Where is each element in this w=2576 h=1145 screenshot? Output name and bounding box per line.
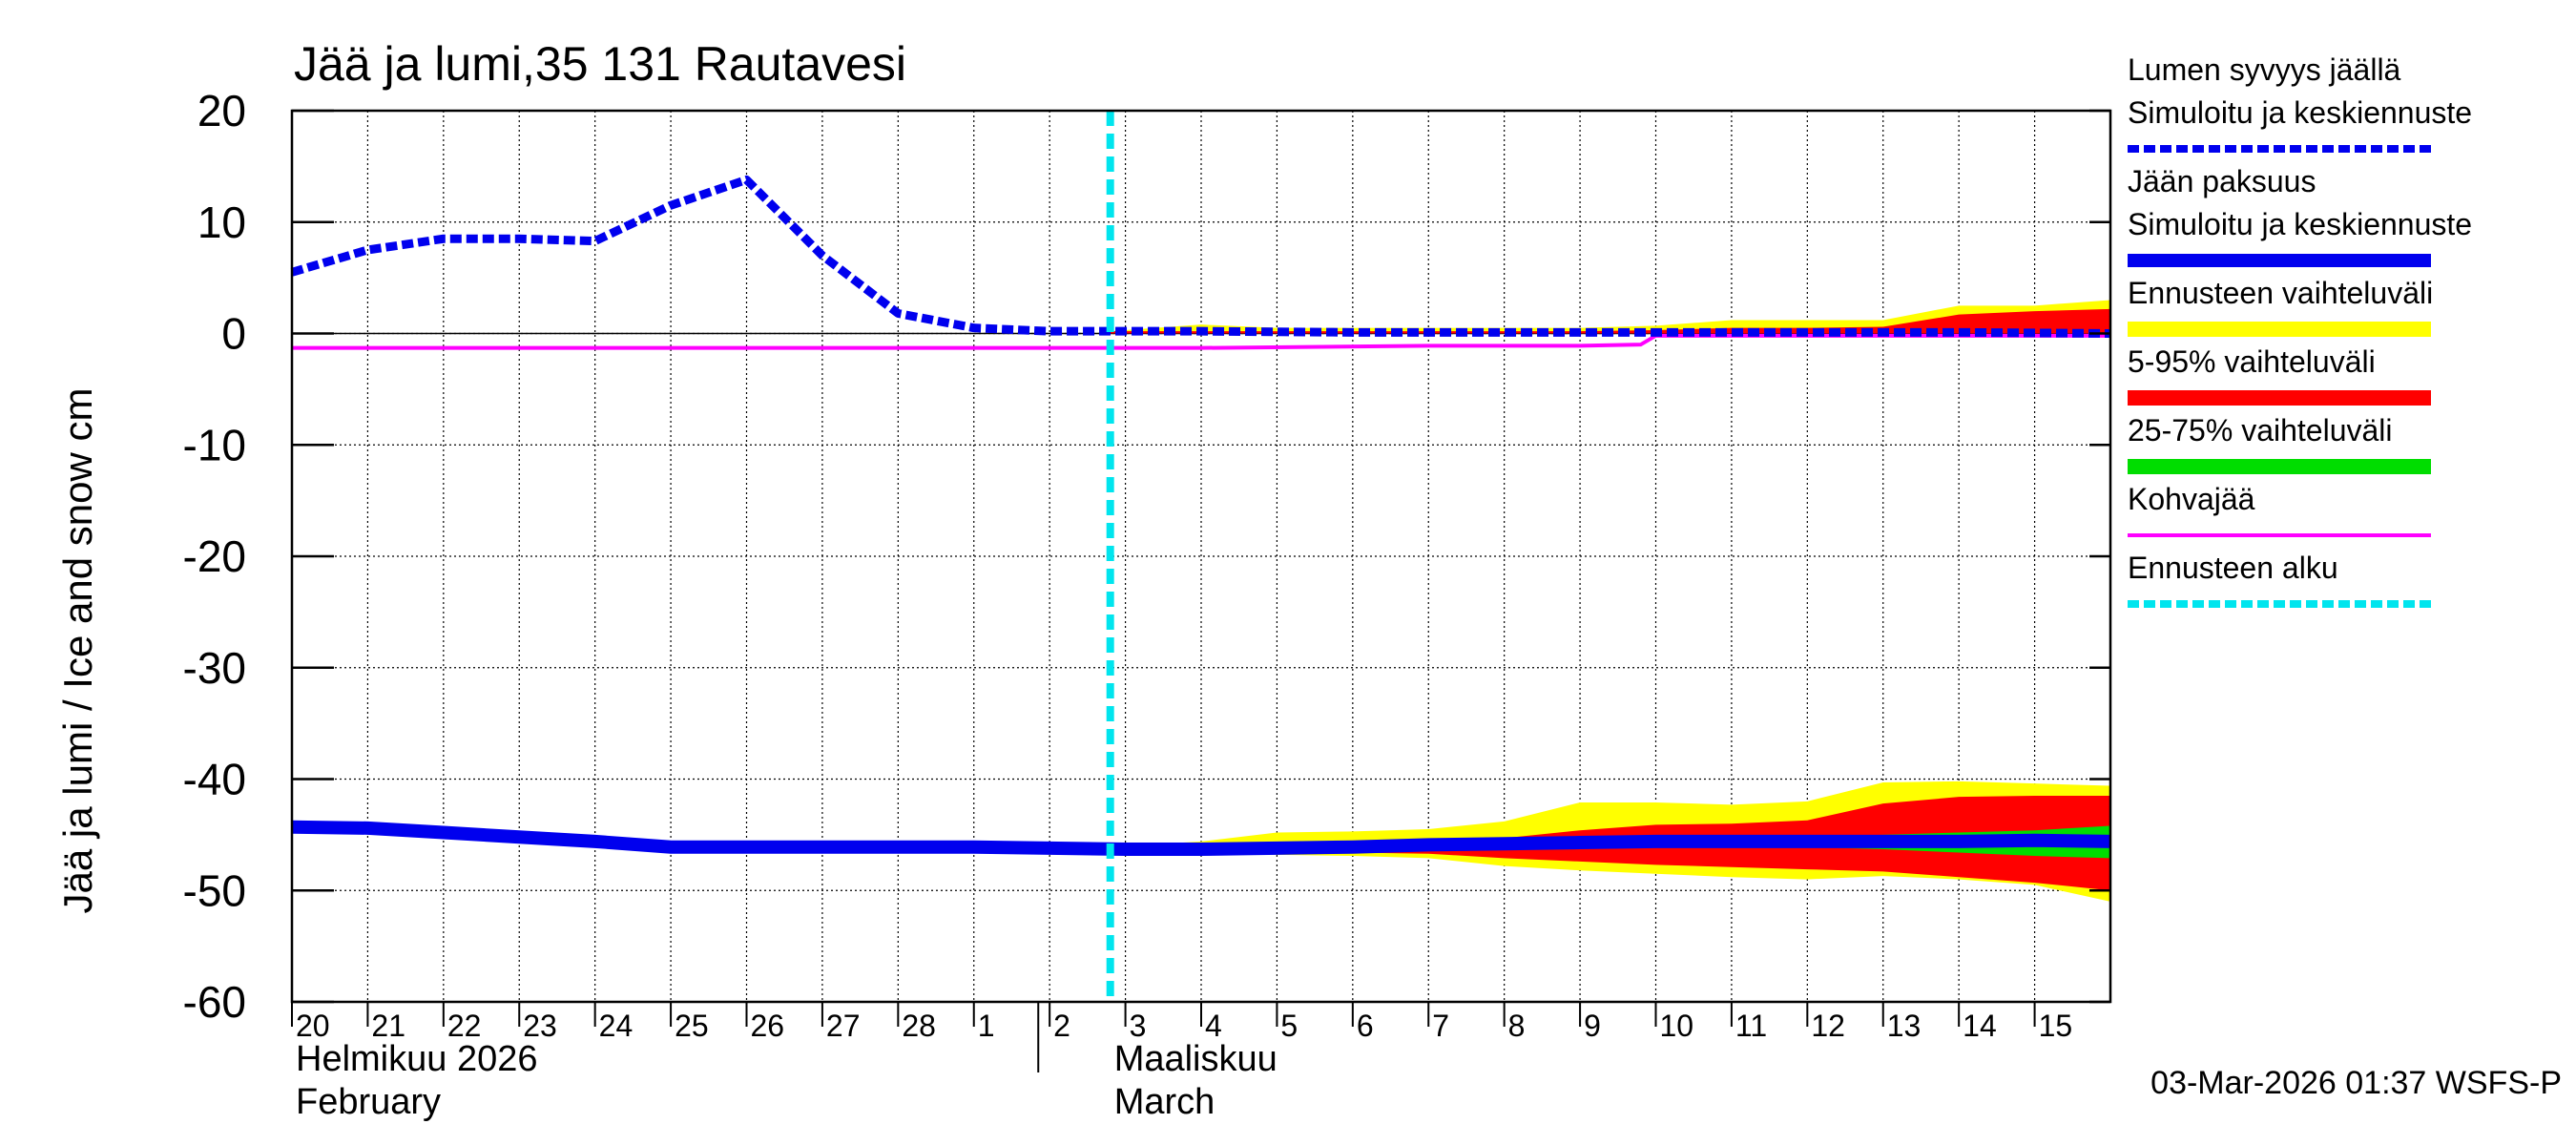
x-tick-label: 10 (1660, 1009, 1694, 1043)
x-tick-label: 23 (523, 1009, 557, 1043)
legend-label: Simuloitu ja keskiennuste (2128, 207, 2472, 241)
month-label-en-march: March (1114, 1082, 1215, 1122)
x-tick-label: 11 (1735, 1009, 1767, 1043)
x-tick-label: 27 (826, 1009, 861, 1043)
legend-swatch (2128, 390, 2431, 406)
legend-item-slush: Kohvajää (2128, 482, 2431, 537)
x-tick-label: 1 (978, 1009, 995, 1043)
x-tick-label: 12 (1811, 1009, 1845, 1043)
x-tick-label: 25 (675, 1009, 709, 1043)
y-tick-label: -50 (183, 865, 246, 915)
x-tick-label: 14 (1963, 1009, 1997, 1043)
legend-swatch (2128, 322, 2431, 337)
legend-item-p25_75: 25-75% vaihteluväli (2128, 413, 2431, 474)
legend-label: 5-95% vaihteluväli (2128, 344, 2376, 379)
x-tick-label: 8 (1508, 1009, 1526, 1043)
x-tick-label: 22 (447, 1009, 482, 1043)
legend-item-ice: Jään paksuus Simuloitu ja keskiennuste (2128, 164, 2472, 267)
y-tick-label: 0 (221, 309, 246, 359)
x-tick-label: 28 (902, 1009, 936, 1043)
y-axis-label: Jää ja lumi / Ice and snow cm (55, 388, 100, 914)
legend-label: 25-75% vaihteluväli (2128, 413, 2393, 448)
ice-thickness-line (291, 820, 2111, 857)
x-tick-label: 24 (599, 1009, 634, 1043)
x-tick-label: 21 (371, 1009, 405, 1043)
legend-item-fstart: Ennusteen alku (2128, 551, 2431, 608)
y-tick-label: -20 (183, 531, 246, 581)
x-tick-label: 5 (1280, 1009, 1298, 1043)
month-label-fi-march: Maaliskuu (1114, 1039, 1278, 1079)
month-label-fi-february: Helmikuu 2026 (296, 1039, 537, 1079)
footer-timestamp: 03-Mar-2026 01:37 WSFS-P (2150, 1065, 2562, 1101)
slush-ice-line (292, 333, 2110, 350)
snow-p5-95-band (1110, 308, 2110, 334)
y-tick-label: -30 (183, 643, 246, 693)
x-tick-label: 4 (1205, 1009, 1222, 1043)
legend-label: Simuloitu ja keskiennuste (2128, 95, 2472, 130)
legend: Lumen syvyys jäällä Simuloitu ja keskienn… (2128, 52, 2472, 608)
y-tick-label: 20 (197, 86, 246, 135)
x-tick-label: 20 (296, 1009, 330, 1043)
y-tick-label: -10 (183, 420, 246, 469)
snow-forecast-range-band (1110, 300, 2110, 334)
x-tick-label: 6 (1357, 1009, 1374, 1043)
legend-label: Ennusteen vaihteluväli (2128, 276, 2433, 310)
x-tick-label: 7 (1432, 1009, 1449, 1043)
legend-item-p5_95: 5-95% vaihteluväli (2128, 344, 2431, 406)
legend-label: Jään paksuus (2128, 164, 2316, 198)
chart-title: Jää ja lumi,35 131 Rautavesi (294, 37, 906, 91)
series-lines (290, 111, 2111, 1002)
legend-label: Ennusteen alku (2128, 551, 2338, 585)
x-tick-label: 3 (1130, 1009, 1147, 1043)
legend-item-range: Ennusteen vaihteluväli (2128, 276, 2433, 337)
x-tick-label: 26 (751, 1009, 785, 1043)
x-tick-label: 9 (1584, 1009, 1601, 1043)
legend-item-snow: Lumen syvyys jäällä Simuloitu ja keskienn… (2128, 52, 2472, 153)
y-tick-label: -60 (183, 977, 246, 1027)
x-tick-label: 15 (2039, 1009, 2073, 1043)
x-tick-label: 2 (1053, 1009, 1070, 1043)
y-tick-label: -40 (183, 755, 246, 804)
snow-depth-line (290, 175, 2111, 338)
month-label-en-february: February (296, 1082, 441, 1122)
legend-swatch (2128, 459, 2431, 474)
legend-label: Kohvajää (2128, 482, 2255, 516)
x-tick-label: 13 (1887, 1009, 1922, 1043)
y-tick-label: 10 (197, 198, 246, 247)
legend-label: Lumen syvyys jäällä (2128, 52, 2401, 87)
